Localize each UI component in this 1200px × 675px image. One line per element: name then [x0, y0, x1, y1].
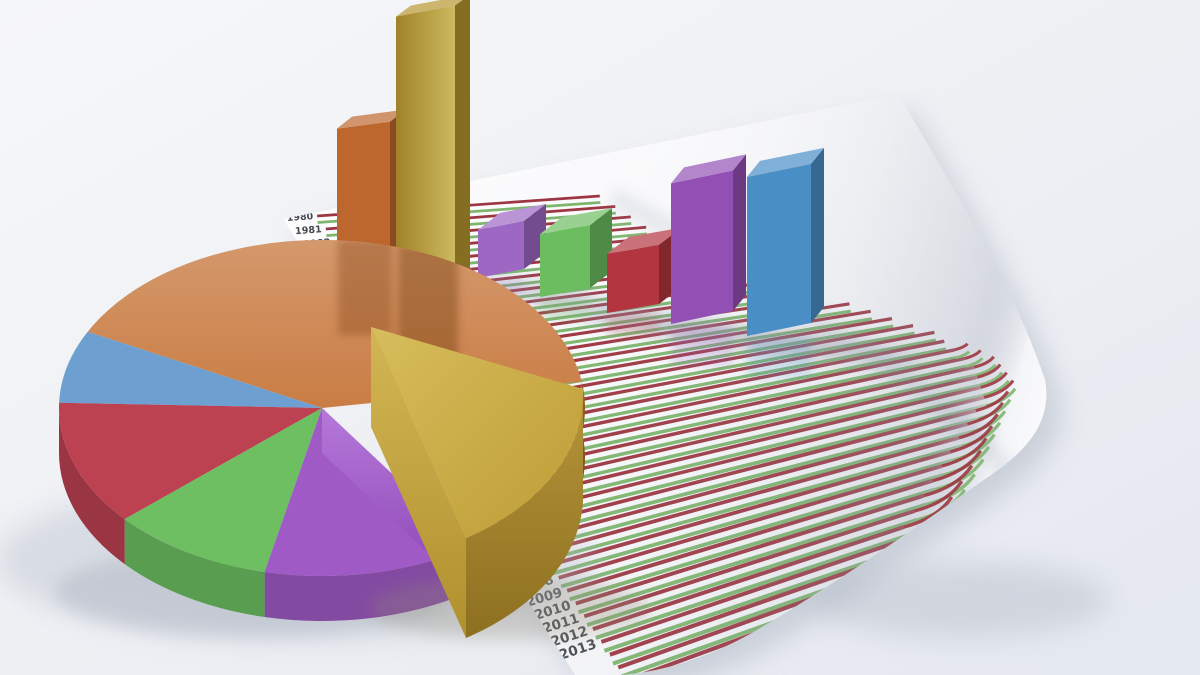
stripe-line-red-curl [975, 390, 1010, 413]
bar-top-face [671, 154, 746, 184]
stripe-line-red-curl [977, 363, 1002, 379]
stripe-line-green-curl [934, 458, 985, 492]
stripe-line-green-curl [926, 473, 976, 506]
bar-top-face [337, 109, 405, 129]
stripe-line-green-curl [979, 371, 1004, 387]
stripe-line-red-curl [967, 401, 1004, 426]
bar-reflection [607, 315, 659, 336]
bar-side-face [811, 147, 824, 323]
bar-top-face [607, 227, 681, 254]
bar-top-face [747, 147, 824, 177]
bar-top-face [540, 208, 612, 235]
pie-rim-red [59, 408, 125, 565]
stripe-line-red-curl [903, 496, 954, 529]
stripe-line-red-curl [949, 425, 994, 454]
stripe-line-green-curl [975, 363, 997, 377]
gold-slice-cut-wall [371, 327, 466, 638]
bar-top-face [478, 203, 546, 230]
pie-slice-blue [59, 331, 322, 408]
bar-front-face [671, 170, 733, 324]
bar-front-face [478, 220, 524, 278]
stripe-line-red-curl [958, 413, 999, 440]
stripe-line-red-curl [913, 480, 964, 513]
stripe-line-red-curl [953, 342, 969, 352]
stripe-line-red-curl [980, 371, 1008, 389]
pie-slice-gold-exploded [370, 327, 650, 640]
pie-rim-green [124, 519, 265, 617]
stripe-line-red-curl [940, 437, 988, 468]
curl-ground-shadow [810, 562, 1110, 638]
bar-reflection [671, 326, 733, 366]
bar-side-face [590, 208, 612, 288]
curl-highlight [283, 94, 1047, 675]
gold-slice-top [371, 327, 584, 538]
stripe-line-green-curl [965, 357, 984, 368]
bar-reflection-on-pie [338, 240, 392, 335]
stripe-line-green-curl [955, 350, 971, 360]
bar-blue-medium [719, 147, 927, 378]
pie-slice-green [124, 408, 322, 572]
pie-slice-red [58, 402, 322, 520]
bar-reflection [540, 299, 590, 322]
bar-reflection [747, 338, 811, 378]
bar-front-face [540, 225, 590, 297]
pie-chart [0, 239, 650, 640]
bar-front-face [747, 163, 811, 336]
stripe-line-red-curl [983, 379, 1015, 399]
gold-slice-rim [466, 389, 584, 638]
bar-front-face [607, 244, 659, 313]
stripe-line-red-curl [932, 449, 982, 483]
stripe-line-green-curl [982, 379, 1010, 397]
stripe-line-red-curl [973, 355, 995, 369]
bar-top-face [396, 0, 463, 17]
stripe-line-red-curl [923, 464, 974, 498]
stripe-line-red-curl [963, 349, 982, 361]
bar-side-face [733, 154, 746, 311]
